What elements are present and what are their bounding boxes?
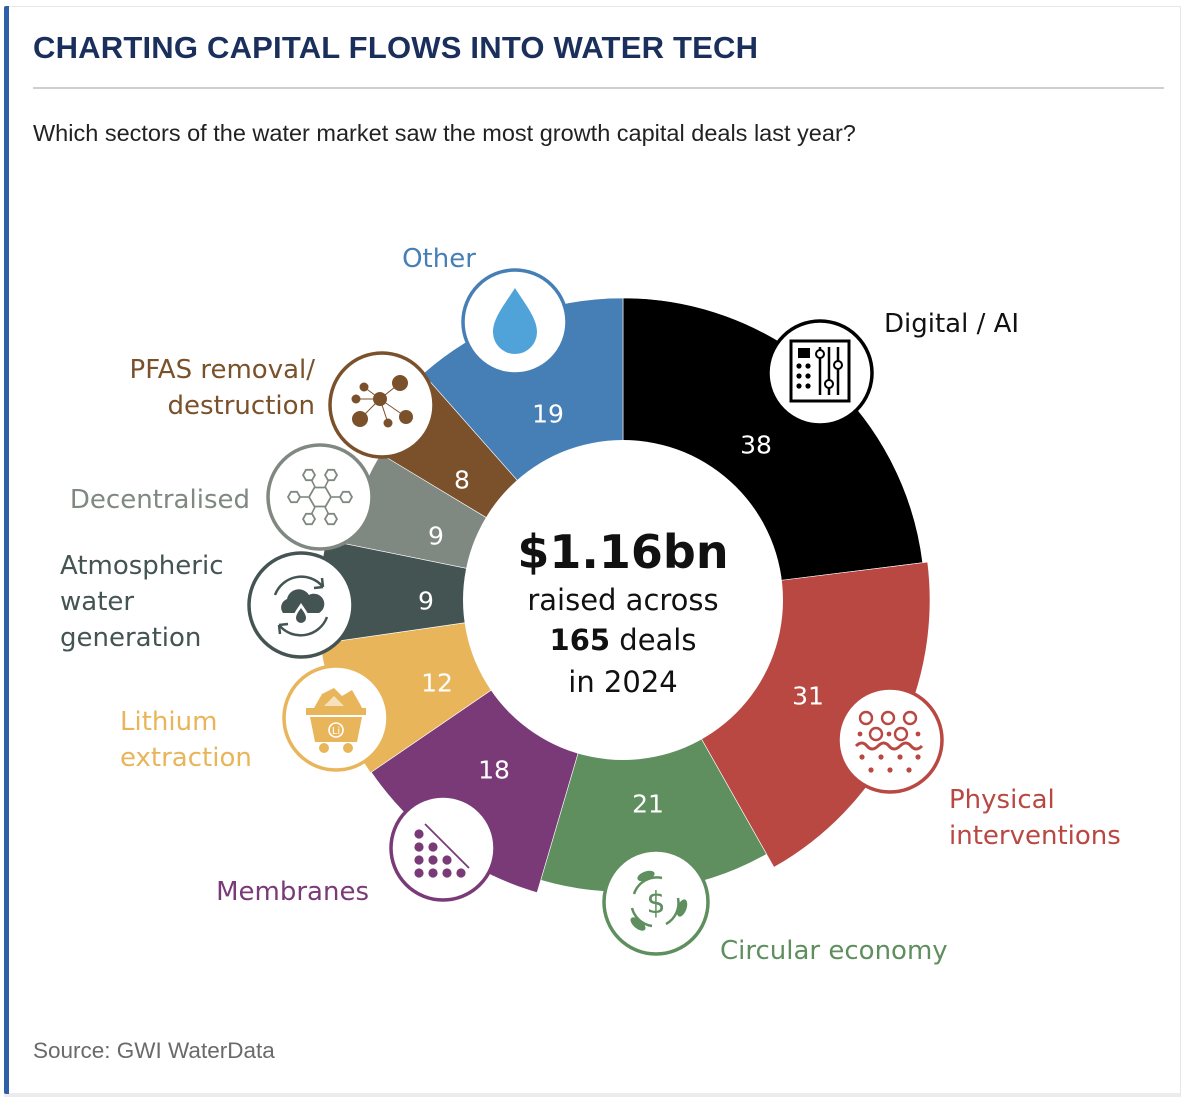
center-deals-word: deals xyxy=(610,623,696,657)
center-deal-count: 165 xyxy=(550,623,611,657)
category-labels: Digital / AI Physical interventions Circula… xyxy=(60,244,1121,966)
segment-value-physical-interventions: 31 xyxy=(792,682,824,711)
center-summary: $1.16bn raised across 165 deals in 2024 xyxy=(517,525,728,699)
center-amount: $1.16bn xyxy=(517,525,728,579)
category-label-pfas-removal-destruction: PFAS removal/destruction xyxy=(130,355,316,421)
card-accent-bar xyxy=(4,6,9,1094)
membrane-dots-icon xyxy=(389,794,497,902)
category-label-atmospheric-water-generation: Atmospheric water generation xyxy=(60,551,224,653)
center-line-deals: 165 deals xyxy=(550,623,697,657)
center-line-year: in 2024 xyxy=(568,665,677,699)
page-title: CHARTING CAPITAL FLOWS INTO WATER TECH xyxy=(33,30,759,65)
segment-value-atmospheric-water-generation: 9 xyxy=(418,587,434,616)
dollar-cycle-icon: $ xyxy=(602,848,710,956)
chart-subtitle: Which sectors of the water market saw th… xyxy=(33,120,856,146)
segment-value-membranes: 18 xyxy=(478,756,510,785)
segment-value-digital-ai: 38 xyxy=(740,431,772,460)
category-label-membranes: Membranes xyxy=(216,877,369,907)
hexagon-network-icon xyxy=(266,443,374,551)
segment-value-lithium-extraction: 12 xyxy=(421,669,453,698)
title-divider xyxy=(33,87,1164,89)
donut-center-hole xyxy=(463,440,783,760)
segment-value-circular-economy: 21 xyxy=(632,790,664,819)
category-label-physical-interventions: Physical interventions xyxy=(949,785,1121,851)
category-label-digital-ai: Digital / AI xyxy=(884,309,1019,339)
segment-value-decentralised: 9 xyxy=(428,522,444,551)
svg-text:$: $ xyxy=(646,886,665,921)
cloud-cycle-icon xyxy=(247,551,355,659)
segment-value-other: 19 xyxy=(532,400,564,429)
segment-value-pfas-removal-destruction: 8 xyxy=(454,466,470,495)
category-label-circular-economy: Circular economy xyxy=(720,936,948,966)
source-note: Source: GWI WaterData xyxy=(33,1038,275,1063)
category-label-lithium-extraction: Lithium extraction xyxy=(120,707,252,773)
water-drop-icon xyxy=(461,268,569,376)
category-label-other: Other xyxy=(402,244,476,274)
segment-icons: $ Li xyxy=(247,268,944,956)
category-label-decentralised: Decentralised xyxy=(70,485,250,515)
molecule-icon xyxy=(328,351,436,459)
mine-cart-icon: Li xyxy=(282,664,390,772)
sliders-panel-icon xyxy=(766,319,874,427)
svg-text:Li: Li xyxy=(332,726,340,737)
particles-filter-icon xyxy=(836,686,944,794)
center-line-raised: raised across xyxy=(527,583,718,617)
